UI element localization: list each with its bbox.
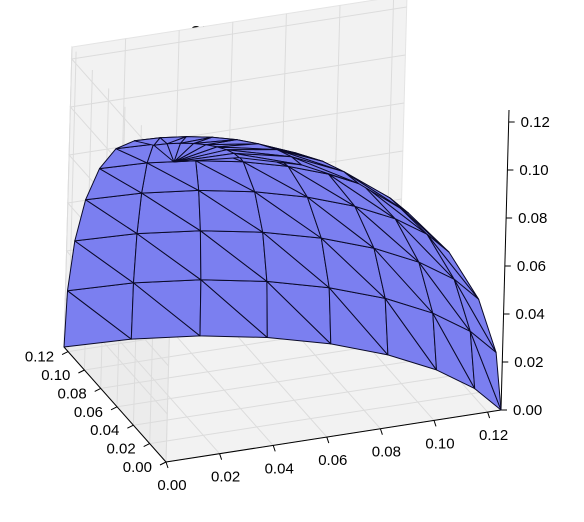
y-tick-label-4: 0.08: [372, 444, 401, 461]
y-tick-label-3: 0.06: [318, 452, 347, 469]
y-tick-6: [487, 411, 491, 419]
y-tick-1: [219, 453, 223, 460]
x-axis-line: [63, 346, 167, 463]
z-tick-label-0: 0.00: [513, 402, 542, 419]
z-tick-label-4: 0.08: [518, 210, 547, 227]
mesh-face: [233, 152, 303, 166]
grid-line-x-floor-1: [149, 391, 485, 445]
x-tick-label-5: 0.10: [41, 367, 70, 384]
mesh-face: [426, 233, 480, 300]
grid-line-z-6: [70, 6, 407, 175]
y-tick-label-2: 0.04: [265, 460, 294, 477]
x-tick-5: [78, 369, 85, 374]
x-tick-1: [143, 443, 150, 448]
x-tick-6: [61, 351, 69, 356]
z-axis-line: [500, 109, 510, 411]
y-tick-label-0: 0.00: [157, 477, 186, 494]
y-tick-5: [433, 420, 437, 427]
x-tick-label-6: 0.12: [25, 349, 54, 366]
y-tick-label-1: 0.02: [211, 469, 240, 486]
axis-lines: [61, 109, 515, 469]
z-tick-label-1: 0.02: [514, 354, 543, 371]
z-tick-label-6: 0.12: [521, 114, 550, 131]
y-tick-3: [326, 436, 330, 444]
y-axis-line: [165, 409, 502, 463]
x-tick-label-2: 0.04: [90, 422, 119, 439]
x-tick-label-0: 0.00: [123, 459, 152, 476]
z-tick-label-2: 0.04: [516, 306, 545, 323]
mesh-surface: [63, 136, 502, 411]
y-tick-label-5: 0.10: [425, 435, 454, 452]
x-tick-label-4: 0.08: [58, 385, 87, 402]
x-tick-0: [159, 461, 167, 466]
y-tick-label-6: 0.12: [479, 427, 508, 444]
mesh-face: [389, 197, 450, 253]
grid-line-x-floor-3: [116, 354, 453, 408]
x-tick-2: [127, 424, 134, 429]
y-tick-4: [379, 428, 383, 435]
tick-labels: 0.000.000.000.020.020.020.040.040.040.06…: [25, 114, 550, 494]
x-tick-3: [110, 406, 118, 411]
z-tick-label-3: 0.06: [517, 258, 546, 275]
grid-line-x-floor-2: [133, 372, 469, 426]
x-tick-4: [94, 387, 101, 392]
y-tick-0: [165, 461, 169, 469]
y-tick-2: [272, 445, 276, 452]
x-tick-label-3: 0.06: [74, 404, 103, 421]
mesh-face: [469, 330, 502, 411]
x-tick-label-1: 0.02: [106, 441, 135, 458]
z-tick-label-5: 0.10: [519, 162, 548, 179]
mesh-face: [453, 278, 497, 353]
mesh-face: [343, 171, 409, 214]
mesh-face: [291, 156, 360, 185]
